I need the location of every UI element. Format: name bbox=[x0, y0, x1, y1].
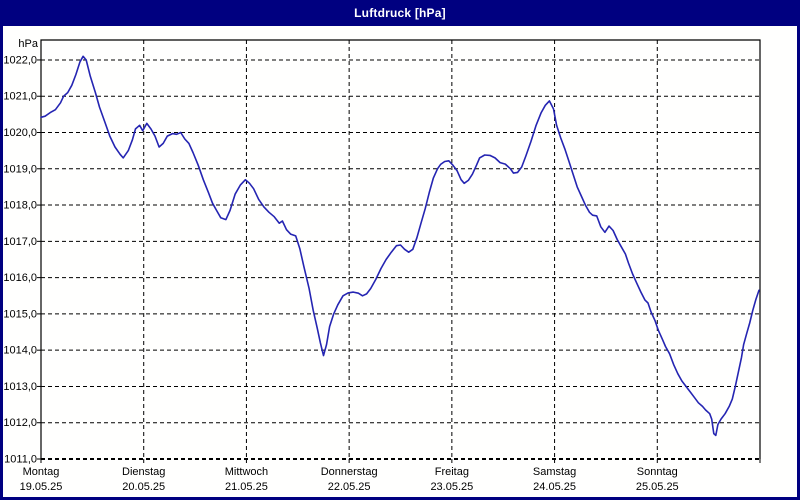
title-bar[interactable]: Luftdruck [hPa] bbox=[3, 2, 797, 24]
chart-panel bbox=[3, 26, 797, 497]
window-title: Luftdruck [hPa] bbox=[354, 6, 446, 20]
y-axis-unit-label: hPa bbox=[18, 38, 38, 50]
